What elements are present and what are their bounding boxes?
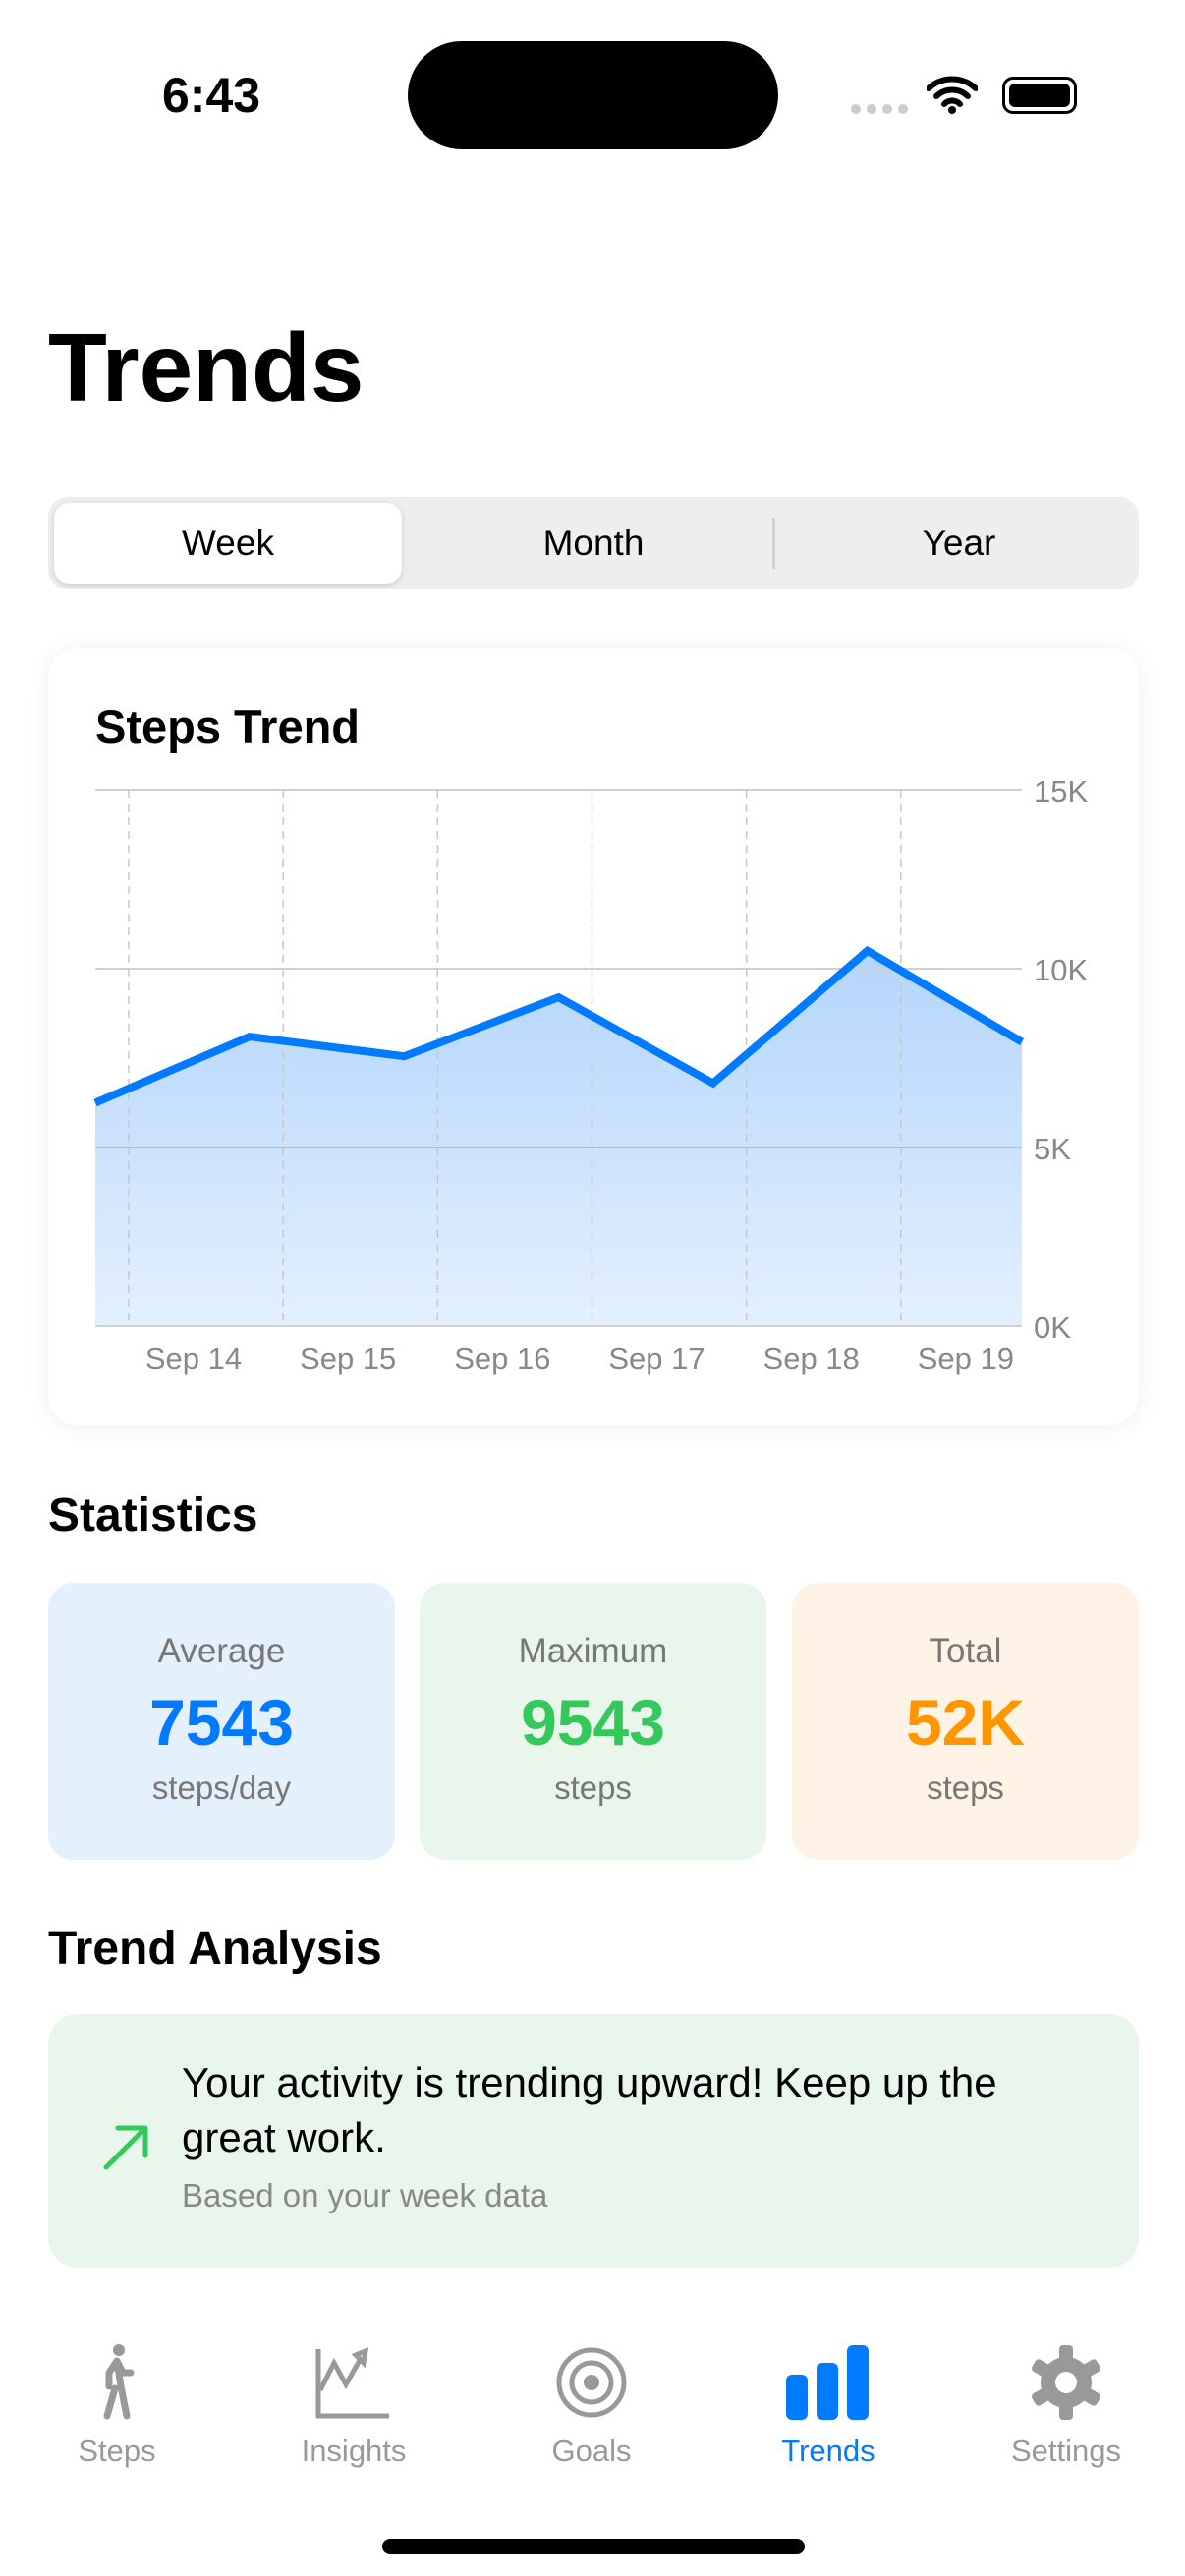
- tab-steps[interactable]: Steps: [19, 2343, 215, 2469]
- target-icon: [556, 2347, 627, 2418]
- stat-card-total: Total 52K steps: [792, 1583, 1139, 1860]
- stat-value: 52K: [905, 1686, 1026, 1759]
- segment-week[interactable]: Week: [54, 503, 402, 584]
- x-tick-label: Sep 15: [300, 1341, 396, 1375]
- trend-note: Based on your week data: [182, 2177, 548, 2213]
- tab-insights[interactable]: Insights: [255, 2343, 452, 2469]
- y-tick-label: 0K: [1034, 1311, 1071, 1345]
- x-tick-label: Sep 14: [145, 1341, 242, 1375]
- stat-card-average: Average 7543 steps/day: [48, 1583, 395, 1860]
- stat-unit: steps: [554, 1769, 632, 1806]
- segment-month[interactable]: Month: [542, 523, 645, 563]
- y-tick-label: 15K: [1034, 774, 1088, 809]
- trend-analysis-card: Your activity is trending upward! Keep u…: [48, 2014, 1139, 2268]
- tab-label: Trends: [781, 2434, 875, 2468]
- y-tick-label: 5K: [1034, 1132, 1071, 1166]
- stat-label: Maximum: [518, 1632, 668, 1670]
- trend-analysis-heading: Trend Analysis: [48, 1923, 382, 1975]
- stat-unit: steps: [927, 1769, 1004, 1806]
- tab-trends[interactable]: Trends: [730, 2343, 927, 2469]
- dynamic-island: [408, 41, 778, 149]
- tab-goals[interactable]: Goals: [493, 2343, 690, 2469]
- gear-icon: [1032, 2345, 1100, 2420]
- stat-label: Average: [157, 1632, 286, 1670]
- home-indicator[interactable]: [382, 2539, 805, 2554]
- period-segmented-control: Week Month Year: [48, 497, 1139, 589]
- stat-unit: steps/day: [151, 1769, 292, 1806]
- tab-label: Settings: [1010, 2434, 1121, 2468]
- steps-trend-chart: 15K 10K 5K 0K Sep 14 Sep 15 Sep 16 Sep 17 Sep 18…: [93, 774, 1088, 1375]
- stat-value: 7543: [149, 1686, 294, 1759]
- tab-label: Goals: [551, 2434, 632, 2468]
- segment-divider: [772, 518, 775, 569]
- x-tick-label: Sep 17: [608, 1341, 705, 1375]
- battery-icon: [1002, 77, 1077, 114]
- x-tick-label: Sep 16: [454, 1341, 550, 1375]
- signal-icon: [851, 104, 908, 114]
- stat-label: Total: [929, 1632, 1002, 1670]
- tab-label: Steps: [78, 2434, 156, 2468]
- status-time: 6:43: [162, 68, 261, 123]
- chart-title: Steps Trend: [95, 700, 361, 753]
- trend-message: Your activity is trending upward! Keep u…: [182, 2059, 997, 2160]
- statistics-heading: Statistics: [48, 1489, 258, 1541]
- tab-label: Insights: [301, 2434, 407, 2468]
- tab-settings[interactable]: Settings: [968, 2343, 1164, 2469]
- area-fill: [95, 950, 1022, 1326]
- wifi-icon: [927, 76, 978, 114]
- arrow-up-right-icon: [103, 2125, 148, 2170]
- x-tick-label: Sep 18: [763, 1341, 860, 1375]
- x-tick-label: Sep 19: [918, 1341, 1014, 1375]
- stat-card-maximum: Maximum 9543 steps: [420, 1583, 766, 1860]
- y-tick-label: 10K: [1034, 953, 1088, 987]
- page-title: Trends: [48, 313, 365, 421]
- walking-figure-icon: [103, 2344, 135, 2420]
- bar-chart-icon: [786, 2345, 869, 2420]
- segment-year[interactable]: Year: [922, 523, 996, 563]
- stat-value: 9543: [521, 1686, 665, 1759]
- chart-line-uptrend-icon: [315, 2347, 389, 2419]
